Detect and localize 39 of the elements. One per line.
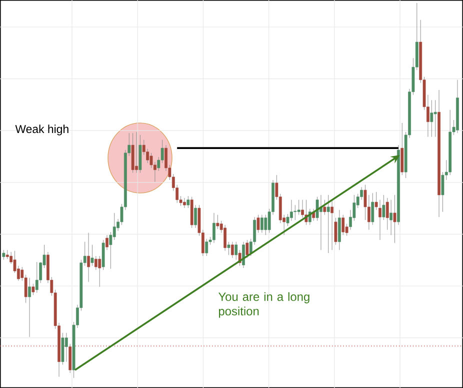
candlestick (64, 332, 68, 362)
candlestick (90, 244, 94, 266)
candlestick (212, 212, 216, 244)
candlestick (301, 200, 304, 218)
candlestick (106, 234, 108, 250)
annotation: Weak high (15, 124, 68, 136)
candlestick (342, 214, 345, 236)
candlestick (434, 100, 437, 138)
candlestick (194, 204, 197, 228)
candlestick (87, 232, 90, 282)
candlestick (260, 214, 264, 234)
candlestick (330, 200, 334, 250)
candlestick (430, 100, 434, 138)
candlestick (98, 256, 102, 288)
candlestick (393, 194, 396, 244)
candlestick (205, 238, 208, 256)
candlestick (2, 250, 6, 260)
candlestick (227, 242, 230, 256)
candlestick (186, 196, 190, 208)
candlestick (68, 344, 72, 374)
candlestick (234, 242, 238, 260)
candlestick (338, 210, 341, 250)
candlestick (323, 200, 326, 216)
candlestick (61, 332, 64, 366)
candlestick (264, 214, 268, 236)
annotation: You are in a long position (218, 292, 310, 318)
candlestick (390, 200, 393, 236)
candlestick (224, 224, 226, 252)
candlestick (135, 132, 138, 174)
candlestick (290, 200, 293, 222)
candlestick (183, 198, 186, 208)
candlestick (378, 200, 382, 240)
candlestick (216, 214, 220, 230)
candlestick (230, 242, 234, 258)
candlestick (28, 278, 31, 338)
candlestick (326, 194, 330, 254)
candlestick (94, 256, 98, 270)
candlestick (35, 262, 38, 294)
candlestick (146, 148, 150, 164)
